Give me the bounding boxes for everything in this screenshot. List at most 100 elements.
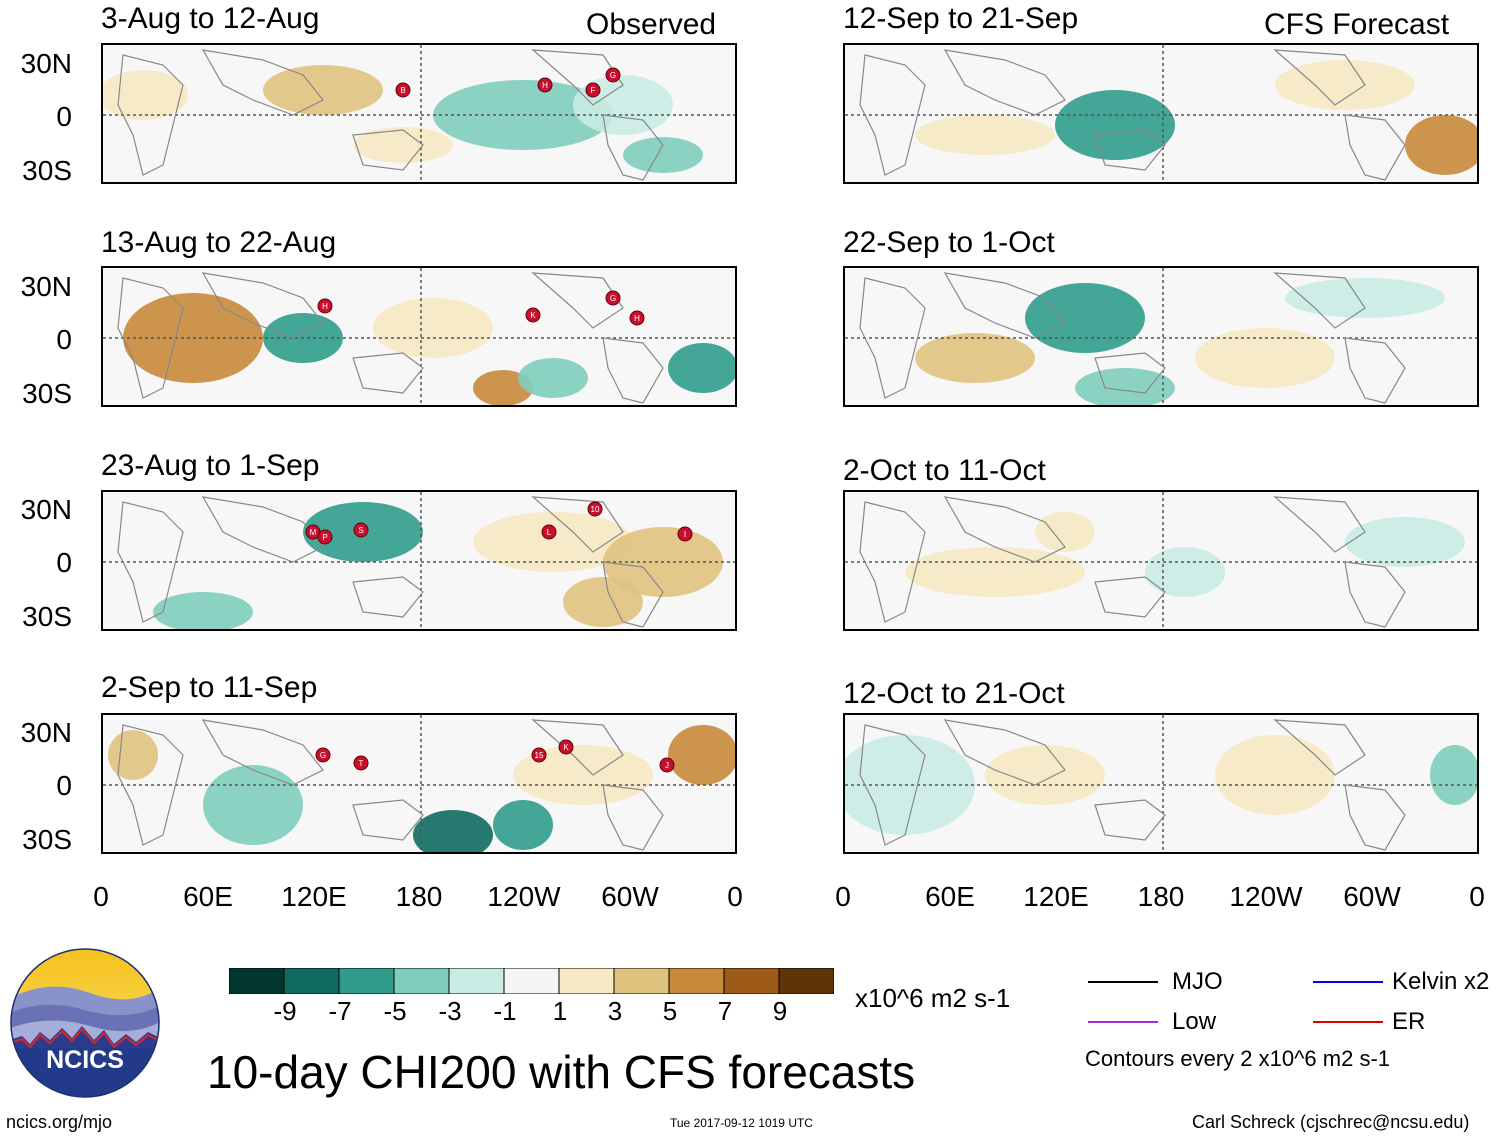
anomaly-shading <box>1405 115 1477 175</box>
lat-label-30n: 30N <box>20 271 72 302</box>
storm-label: K <box>563 743 569 752</box>
lon-label: 60E <box>925 881 975 912</box>
lon-label: 120W <box>487 881 561 912</box>
coastline <box>1344 114 1406 181</box>
colorbar-swatch <box>503 967 560 995</box>
coastline <box>352 129 424 171</box>
anomaly-shading <box>153 592 253 629</box>
anomaly-shading <box>1075 368 1175 405</box>
storm-marker <box>558 739 574 755</box>
anomaly-shading <box>373 298 493 358</box>
storm-marker <box>525 307 541 323</box>
anomaly-shading <box>1430 745 1477 805</box>
storm-label: H <box>634 314 640 323</box>
panel-title-fcst-1: 12-Sep to 21-Sep <box>843 2 1079 35</box>
anomaly-shading <box>1275 60 1415 110</box>
coastline <box>531 49 624 106</box>
colorbar-label: -5 <box>383 996 407 1026</box>
lon-label: 120E <box>1023 881 1089 912</box>
storm-marker <box>677 526 693 542</box>
lat-label-30s: 30S <box>22 155 72 186</box>
coastline <box>1344 561 1406 628</box>
colorbar-label: 1 <box>552 996 568 1026</box>
coastline <box>943 719 1066 786</box>
coastline <box>1094 799 1166 841</box>
anomaly-shading <box>413 810 493 852</box>
storm-label: L <box>547 528 552 537</box>
map-canvas <box>845 45 1477 182</box>
coastline <box>531 496 624 553</box>
lat-label-30n: 30N <box>20 494 72 525</box>
coastline <box>1273 272 1366 329</box>
coastline <box>201 272 324 339</box>
footer-url[interactable]: ncics.org/mjo <box>6 1112 113 1132</box>
colorbar-label: 7 <box>717 996 733 1026</box>
colorbar-label: 5 <box>662 996 678 1026</box>
lat-label-eq: 0 <box>56 324 72 355</box>
storm-marker <box>315 747 331 763</box>
colorbar-swatch <box>393 967 450 995</box>
map-canvas: H K G H <box>103 268 735 405</box>
legend-label-mjo: MJO <box>1172 968 1223 995</box>
anomaly-shading <box>905 547 1085 597</box>
storm-marker <box>317 298 333 314</box>
colorbar-swatch <box>558 967 615 995</box>
coastline <box>117 54 184 176</box>
coastline <box>201 719 324 786</box>
coastline <box>859 54 926 176</box>
colorbar-swatch <box>723 967 780 995</box>
storm-label: 10 <box>591 505 600 514</box>
anomaly-shading <box>1025 283 1145 353</box>
coastline <box>1094 576 1166 618</box>
anomaly-shading <box>845 735 975 835</box>
colorbar <box>228 967 835 995</box>
legend-line-er <box>1313 1021 1383 1023</box>
anomaly-shading <box>563 577 643 627</box>
coastline <box>1273 719 1366 776</box>
footer-author: Carl Schreck (cjschrec@ncsu.edu) <box>1192 1112 1470 1132</box>
storm-label: G <box>610 71 616 80</box>
coastline <box>117 277 184 399</box>
lon-label: 120E <box>281 881 347 912</box>
panel-title-obs-3: 23-Aug to 1-Sep <box>101 449 320 482</box>
coastline <box>859 501 926 623</box>
colorbar-swatch <box>778 967 835 995</box>
storm-marker <box>659 757 675 773</box>
colorbar-swatch <box>613 967 670 995</box>
legend-label-er: ER <box>1392 1008 1426 1035</box>
coastline <box>1344 337 1406 404</box>
coastline <box>352 352 424 394</box>
storm-marker <box>585 82 601 98</box>
colorbar-label: 9 <box>772 996 788 1026</box>
legend-line-low <box>1088 1021 1158 1023</box>
lat-label-30s: 30S <box>22 824 72 855</box>
panel-title-fcst-2: 22-Sep to 1-Oct <box>843 226 1055 259</box>
map-canvas <box>845 492 1477 629</box>
anomaly-shading <box>493 800 553 850</box>
storm-label: 15 <box>535 751 544 760</box>
contour-note: Contours every 2 x10^6 m2 s-1 <box>1085 1046 1391 1071</box>
storm-label: P <box>322 533 327 542</box>
coastline <box>602 114 664 181</box>
anomaly-shading <box>1215 735 1335 815</box>
colorbar-swatch <box>338 967 395 995</box>
lon-label: 180 <box>395 881 443 912</box>
anomaly-shading <box>623 137 703 173</box>
storm-marker <box>629 310 645 326</box>
storm-label: S <box>358 526 363 535</box>
map-forecast-3 <box>843 490 1479 631</box>
anomaly-shading <box>518 358 588 398</box>
map-canvas <box>845 268 1477 405</box>
storm-label: B <box>400 86 405 95</box>
colorbar-label: -3 <box>438 996 462 1026</box>
storm-label: H <box>542 81 548 90</box>
colorbar-swatch <box>668 967 725 995</box>
anomaly-shading <box>1055 90 1175 160</box>
observed-label: Observed <box>586 8 717 41</box>
map-forecast-1 <box>843 43 1479 184</box>
legend-label-low: Low <box>1172 1008 1217 1035</box>
storm-label: M <box>310 528 317 537</box>
storm-label: H <box>322 302 328 311</box>
storm-label: F <box>591 86 596 95</box>
anomaly-shading <box>668 725 735 785</box>
